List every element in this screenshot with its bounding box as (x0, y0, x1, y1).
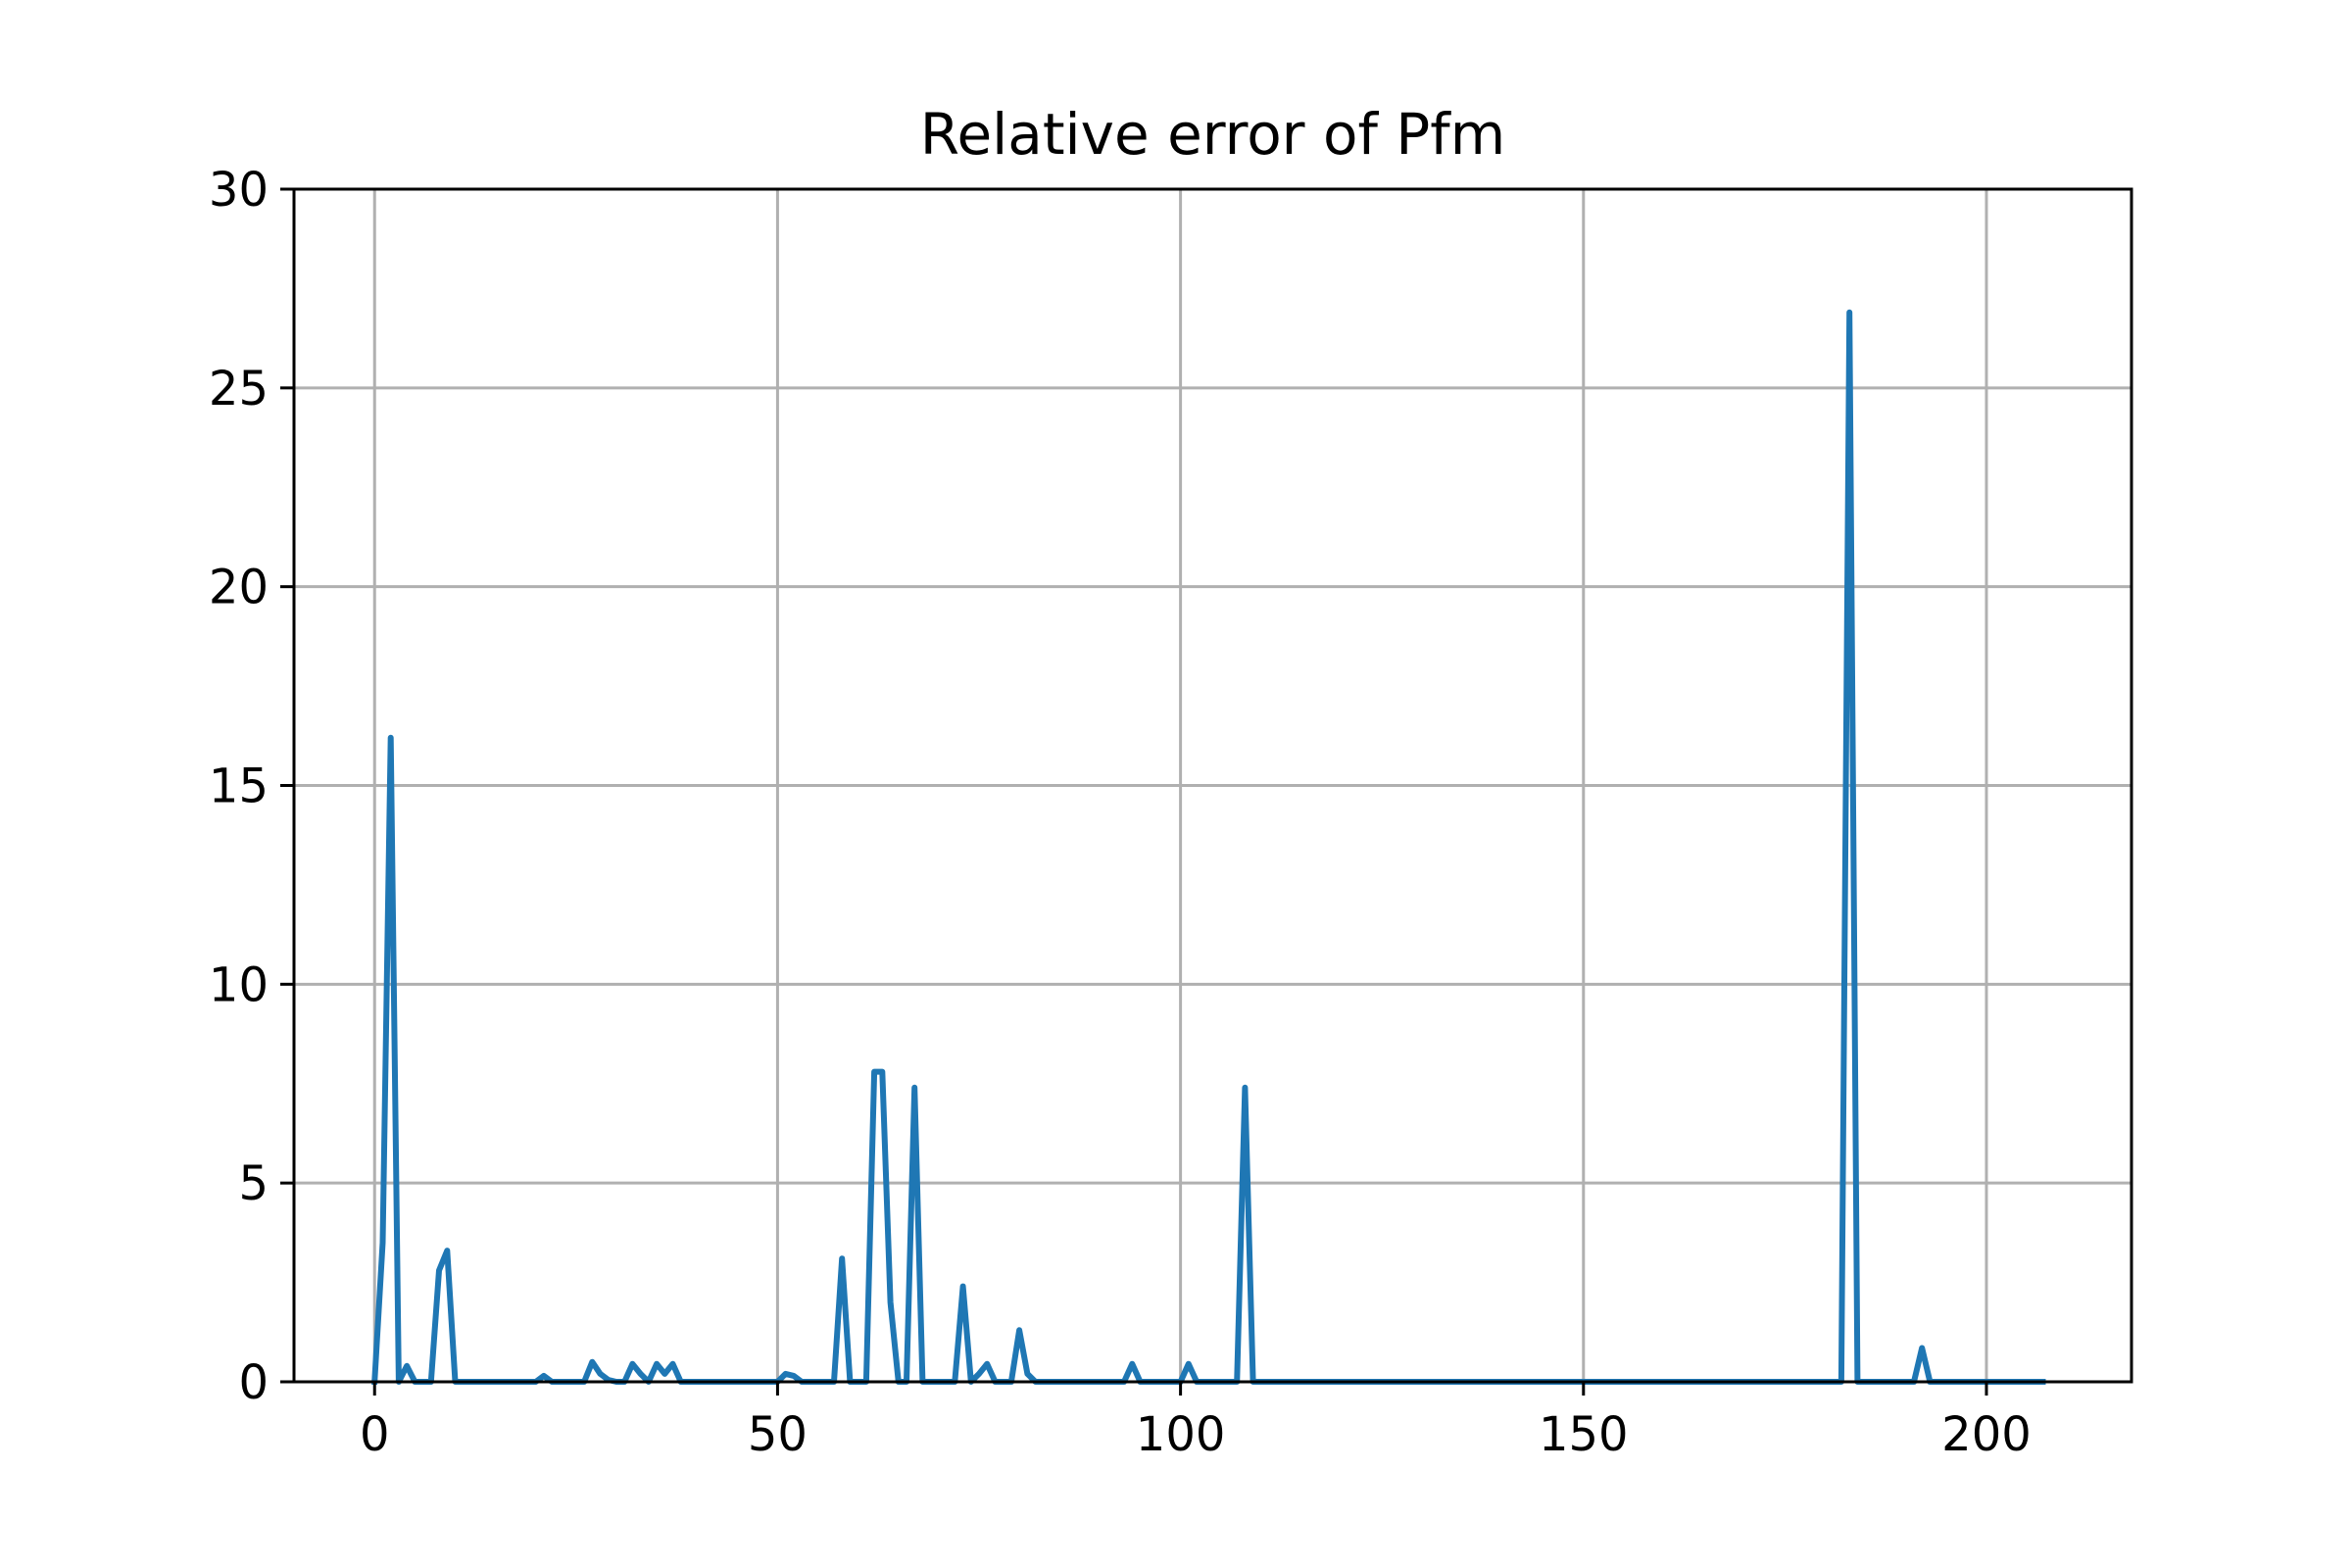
y-tick-label: 0 (238, 1355, 269, 1410)
x-tick-label: 100 (1136, 1407, 1226, 1462)
x-tick-label: 150 (1539, 1407, 1629, 1462)
x-axis: 0 50 100 150 200 (360, 1382, 2032, 1462)
y-tick-label: 5 (238, 1156, 269, 1211)
series-group (371, 309, 2046, 1386)
x-tick-label: 200 (1941, 1407, 2032, 1462)
y-axis: 0 5 10 15 20 25 30 (209, 163, 294, 1410)
chart-title: Relative error of Pfm (920, 101, 1505, 168)
y-tick-label: 20 (209, 561, 269, 615)
y-tick-label: 30 (209, 163, 269, 218)
series-line (371, 309, 2046, 1386)
y-tick-label: 15 (209, 760, 269, 814)
x-tick-label: 50 (748, 1407, 808, 1462)
y-tick-label: 10 (209, 957, 269, 1012)
x-tick-label: 0 (360, 1407, 390, 1462)
y-tick-label: 25 (209, 362, 269, 416)
